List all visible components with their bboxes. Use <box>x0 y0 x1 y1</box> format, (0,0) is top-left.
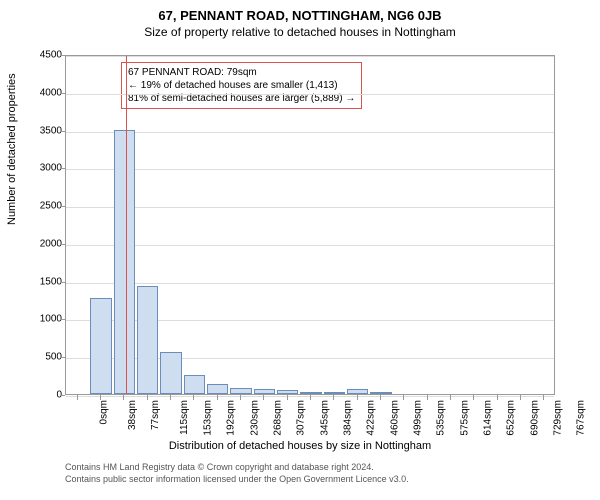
x-tick-mark <box>263 395 264 400</box>
x-tick-mark <box>543 395 544 400</box>
y-tick-mark <box>60 282 65 283</box>
histogram-bar <box>370 392 391 394</box>
attribution-line1: Contains HM Land Registry data © Crown c… <box>65 462 409 474</box>
chart-title-sub: Size of property relative to detached ho… <box>0 23 600 39</box>
x-tick-mark <box>473 395 474 400</box>
x-tick-label: 192sqm <box>226 400 237 436</box>
x-tick-label: 652sqm <box>506 400 517 436</box>
y-tick-mark <box>60 206 65 207</box>
x-tick-mark <box>357 395 358 400</box>
x-tick-mark <box>77 395 78 400</box>
x-tick-label: 38sqm <box>127 400 138 430</box>
x-tick-mark <box>380 395 381 400</box>
x-tick-label: 115sqm <box>179 400 190 435</box>
gridline <box>66 283 554 284</box>
gridline <box>66 169 554 170</box>
histogram-bar <box>277 390 298 394</box>
x-tick-mark <box>450 395 451 400</box>
histogram-bar <box>90 298 111 394</box>
info-line-smaller: ← 19% of detached houses are smaller (1,… <box>128 79 355 92</box>
y-tick-label: 3500 <box>22 125 62 136</box>
y-tick-label: 2500 <box>22 201 62 212</box>
histogram-bar <box>324 392 345 394</box>
y-tick-mark <box>60 319 65 320</box>
chart-title-main: 67, PENNANT ROAD, NOTTINGHAM, NG6 0JB <box>0 0 600 23</box>
gridline <box>66 132 554 133</box>
x-tick-mark <box>123 395 124 400</box>
x-tick-label: 268sqm <box>273 400 284 436</box>
x-tick-mark <box>403 395 404 400</box>
x-tick-mark <box>193 395 194 400</box>
histogram-bar <box>207 384 228 394</box>
histogram-bar <box>230 388 251 394</box>
x-tick-label: 535sqm <box>436 400 447 436</box>
gridline <box>66 245 554 246</box>
gridline <box>66 207 554 208</box>
x-tick-label: 307sqm <box>296 400 307 436</box>
y-tick-label: 500 <box>22 352 62 363</box>
x-tick-label: 230sqm <box>249 400 260 436</box>
x-tick-mark <box>147 395 148 400</box>
y-tick-mark <box>60 55 65 56</box>
attribution-line2: Contains public sector information licen… <box>65 474 409 486</box>
x-tick-label: 422sqm <box>366 400 377 436</box>
x-tick-label: 614sqm <box>483 400 494 436</box>
y-tick-mark <box>60 168 65 169</box>
x-tick-mark <box>310 395 311 400</box>
y-tick-label: 1000 <box>22 314 62 325</box>
gridline <box>66 94 554 95</box>
info-line-property: 67 PENNANT ROAD: 79sqm <box>128 66 355 79</box>
x-tick-label: 153sqm <box>203 400 214 436</box>
x-tick-mark <box>240 395 241 400</box>
x-tick-label: 729sqm <box>553 400 564 436</box>
histogram-bar <box>347 389 368 394</box>
x-tick-label: 77sqm <box>150 400 161 430</box>
attribution-text: Contains HM Land Registry data © Crown c… <box>65 462 409 485</box>
x-tick-label: 345sqm <box>319 400 330 436</box>
x-tick-mark <box>287 395 288 400</box>
x-tick-label: 384sqm <box>343 400 354 436</box>
x-tick-mark <box>520 395 521 400</box>
histogram-bar <box>114 130 135 394</box>
y-tick-mark <box>60 131 65 132</box>
x-tick-label: 0sqm <box>98 400 109 424</box>
x-tick-mark <box>333 395 334 400</box>
x-tick-mark <box>100 395 101 400</box>
histogram-bar <box>184 375 205 394</box>
histogram-bar <box>300 392 321 394</box>
histogram-bar <box>160 352 181 394</box>
property-info-box: 67 PENNANT ROAD: 79sqm ← 19% of detached… <box>121 62 362 109</box>
y-tick-label: 2000 <box>22 238 62 249</box>
x-tick-label: 575sqm <box>459 400 470 436</box>
x-tick-mark <box>497 395 498 400</box>
y-tick-label: 4000 <box>22 87 62 98</box>
chart-container: 67, PENNANT ROAD, NOTTINGHAM, NG6 0JB Si… <box>0 0 600 500</box>
x-axis-label: Distribution of detached houses by size … <box>0 440 600 452</box>
histogram-bar <box>137 286 158 394</box>
x-tick-mark <box>427 395 428 400</box>
x-tick-label: 460sqm <box>389 400 400 436</box>
x-tick-label: 690sqm <box>529 400 540 436</box>
x-tick-label: 499sqm <box>413 400 424 436</box>
histogram-bar <box>254 389 275 394</box>
y-tick-mark <box>60 357 65 358</box>
y-tick-mark <box>60 244 65 245</box>
y-tick-label: 4500 <box>22 50 62 61</box>
y-tick-label: 3000 <box>22 163 62 174</box>
y-tick-label: 0 <box>22 390 62 401</box>
property-marker-line <box>126 56 127 394</box>
y-tick-mark <box>60 395 65 396</box>
y-axis-label: Number of detached properties <box>6 73 18 225</box>
x-tick-mark <box>170 395 171 400</box>
x-tick-mark <box>217 395 218 400</box>
x-tick-label: 767sqm <box>576 400 587 436</box>
y-tick-mark <box>60 93 65 94</box>
y-tick-label: 1500 <box>22 276 62 287</box>
gridline <box>66 56 554 57</box>
chart-plot-area: 67 PENNANT ROAD: 79sqm ← 19% of detached… <box>65 55 555 395</box>
